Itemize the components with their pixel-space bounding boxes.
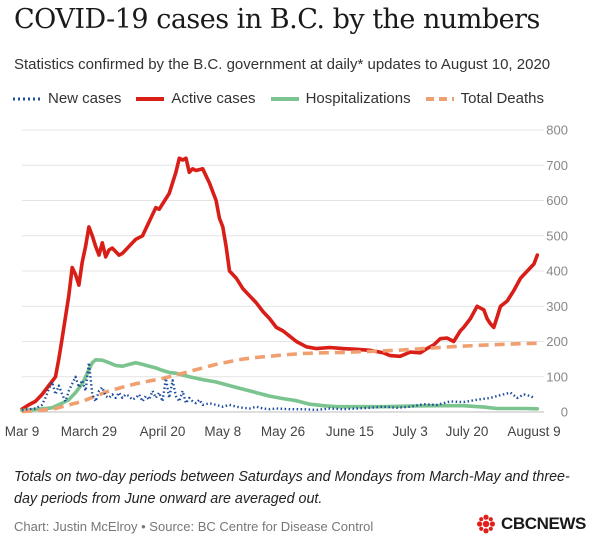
x-tick-label: May 8 — [204, 424, 241, 439]
solid-line-icon — [136, 96, 165, 101]
x-tick-label: June 15 — [326, 424, 374, 439]
y-tick-label: 400 — [546, 264, 568, 279]
x-tick-label: May 26 — [261, 424, 305, 439]
line-chart: 0 100 200 300 400 500 600 700 800 Mar 9 March 29 Ap… — [5, 123, 568, 440]
y-tick-label: 100 — [546, 369, 568, 384]
solid-line-icon — [270, 96, 299, 101]
y-tick-label: 300 — [546, 299, 568, 314]
legend-label-new-cases: New cases — [48, 90, 122, 107]
y-tick-label: 0 — [561, 405, 568, 420]
y-tick-label: 700 — [546, 158, 568, 173]
y-tick-label: 500 — [546, 228, 568, 243]
y-tick-label: 600 — [546, 193, 568, 208]
cbc-news-logo: CBCNEWS — [475, 514, 586, 534]
chart-footnote: Totals on two-day periods between Saturd… — [14, 469, 570, 507]
chart-legend: New cases Active cases Hospitalizations … — [12, 90, 558, 107]
legend-item-total-deaths: Total Deaths — [425, 90, 544, 107]
y-tick-label: 200 — [546, 334, 568, 349]
legend-item-hospitalizations: Hospitalizations — [270, 90, 411, 107]
legend-label-active-cases: Active cases — [171, 90, 256, 107]
y-tick-label: 800 — [546, 123, 568, 138]
x-tick-label: March 29 — [61, 424, 117, 439]
series-line-total-deaths — [21, 341, 538, 414]
legend-item-new-cases: New cases — [12, 90, 121, 107]
chart-axes: 0 100 200 300 400 500 600 700 800 Mar 9 March 29 Ap… — [5, 123, 568, 440]
chart-series — [20, 156, 540, 414]
cbc-gem-icon — [476, 514, 495, 534]
chart-gridlines — [22, 129, 544, 413]
x-tick-label: April 20 — [140, 424, 186, 439]
legend-label-hospitalizations: Hospitalizations — [305, 90, 411, 107]
series-line-active-cases — [20, 156, 540, 411]
dotted-line-icon — [13, 97, 41, 100]
series-line-new-cases — [21, 361, 535, 412]
x-tick-label: July 3 — [393, 424, 428, 439]
x-tick-label: Mar 9 — [5, 424, 40, 439]
chart-subtitle: Statistics confirmed by the B.C. governm… — [14, 56, 551, 73]
chart-credit: Chart: Justin McElroy • Source: BC Centr… — [14, 519, 374, 534]
x-tick-label: August 9 — [507, 424, 560, 439]
legend-item-active-cases: Active cases — [135, 90, 256, 107]
cbc-news-wordmark: CBCNEWS — [500, 514, 586, 533]
chart-title: COVID-19 cases in B.C. by the numbers — [14, 4, 540, 35]
legend-label-total-deaths: Total Deaths — [460, 90, 545, 107]
dashed-line-icon — [425, 96, 454, 101]
x-tick-label: July 20 — [446, 424, 489, 439]
